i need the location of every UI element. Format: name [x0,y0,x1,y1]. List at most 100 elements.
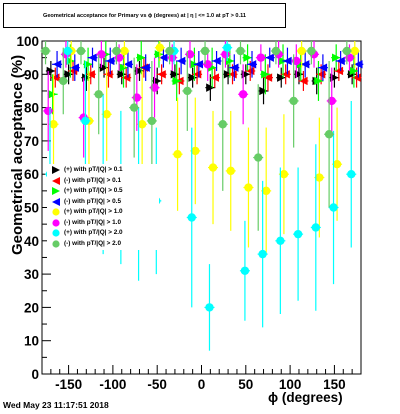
x-tick-label: -150 [55,377,82,392]
y-tick-label: 90 [24,67,39,82]
legend-marker-1 [52,177,60,185]
data-point [244,183,253,192]
data-point [300,60,310,69]
data-point [117,70,126,79]
x-tick-label: 100 [279,377,302,392]
legend-marker-5 [52,219,60,227]
data-point [59,76,68,86]
y-tick-label: 10 [24,334,39,349]
data-point [123,60,133,69]
data-point [170,70,180,79]
data-point [261,70,270,79]
legend-marker-shape [52,240,60,248]
chart-title: Geometrical acceptance for Primary vs ϕ … [3,3,286,28]
data-point [183,86,192,96]
data-point [154,50,164,59]
data-point [236,46,245,56]
data-point [218,120,227,129]
data-point [102,110,111,119]
data-point [311,223,321,232]
data-point [86,70,95,79]
data-point [94,90,103,99]
legend-entry: (+) with pT/|Q| > 1.0 [50,207,158,217]
legend-marker-shape [52,187,60,195]
data-point [106,56,115,66]
data-point [318,63,328,72]
data-point [119,63,128,72]
data-point [194,60,204,69]
y-tick-label: 30 [24,267,39,282]
data-point [141,63,150,72]
series-7 [40,41,352,231]
data-point [147,116,157,126]
data-point [187,213,196,222]
y-tick-label: 40 [24,234,39,249]
data-point [200,46,210,56]
legend-marker-shape [52,208,60,216]
data-point [332,160,342,169]
data-point [76,46,86,56]
data-point [254,153,263,162]
data-point [258,249,267,259]
data-point [230,63,239,72]
data-point [247,60,257,69]
y-tick-label: 0 [31,367,39,382]
legend-label: (-) with pT/|Q| > 0.5 [64,198,122,205]
legend-marker-6 [52,229,60,237]
data-point [240,266,250,275]
legend-label: (+) with pT/|Q| > 1.0 [64,208,123,215]
data-point [64,70,73,79]
y-tick-label: 20 [24,300,39,315]
legend-marker-shape [52,219,60,227]
data-point [347,170,356,179]
legend-marker-shape [52,229,60,237]
data-point [191,146,200,156]
legend-entry: (-) with pT/|Q| > 2.0 [50,239,158,249]
data-point [299,76,308,86]
y-tick-label: 50 [24,201,39,216]
data-point [307,46,316,56]
data-point [159,53,168,62]
data-point [289,96,298,106]
legend-entry: (+) with pT/|Q| > 2.0 [50,228,158,238]
data-point [212,56,221,66]
legend-marker-4 [52,208,60,216]
data-point [283,56,292,66]
data-point [70,63,79,72]
data-point [155,43,165,52]
data-point [259,86,268,96]
data-point [293,229,303,239]
data-point [226,166,235,176]
data-point [52,60,62,69]
x-axis-label: ϕ (degrees) [268,390,343,405]
x-tick-label: -50 [147,377,167,392]
data-point [188,73,197,82]
y-tick-label: 60 [24,167,39,182]
data-point [49,120,58,129]
legend-label: (-) with pT/|Q| > 1.0 [64,219,122,226]
data-point [157,70,166,79]
y-tick-label: 70 [24,134,39,149]
data-point [63,46,72,56]
legend-marker-shape [52,198,60,206]
data-point [41,46,50,56]
date-stamp: Wed May 23 11:17:51 2018 [3,400,109,410]
data-point [165,46,174,56]
data-point [277,73,286,82]
data-point [342,46,352,56]
data-point [172,76,181,86]
data-point [112,46,121,56]
data-point [354,60,363,69]
legend-entry: (-) with pT/|Q| > 1.0 [50,218,158,228]
data-point [238,90,248,99]
series-3 [52,47,364,81]
data-point [350,46,359,56]
x-tick-label: 50 [238,377,253,392]
data-point [256,53,266,62]
legend: (+) with pT/|Q| > 0.1 (-) with pT/|Q| > … [47,164,159,250]
legend-label: (+) with pT/|Q| > 0.1 [64,166,123,173]
data-point [261,186,271,196]
legend-marker-7 [52,240,60,248]
data-point [324,130,334,139]
x-tick-label: 150 [323,377,346,392]
